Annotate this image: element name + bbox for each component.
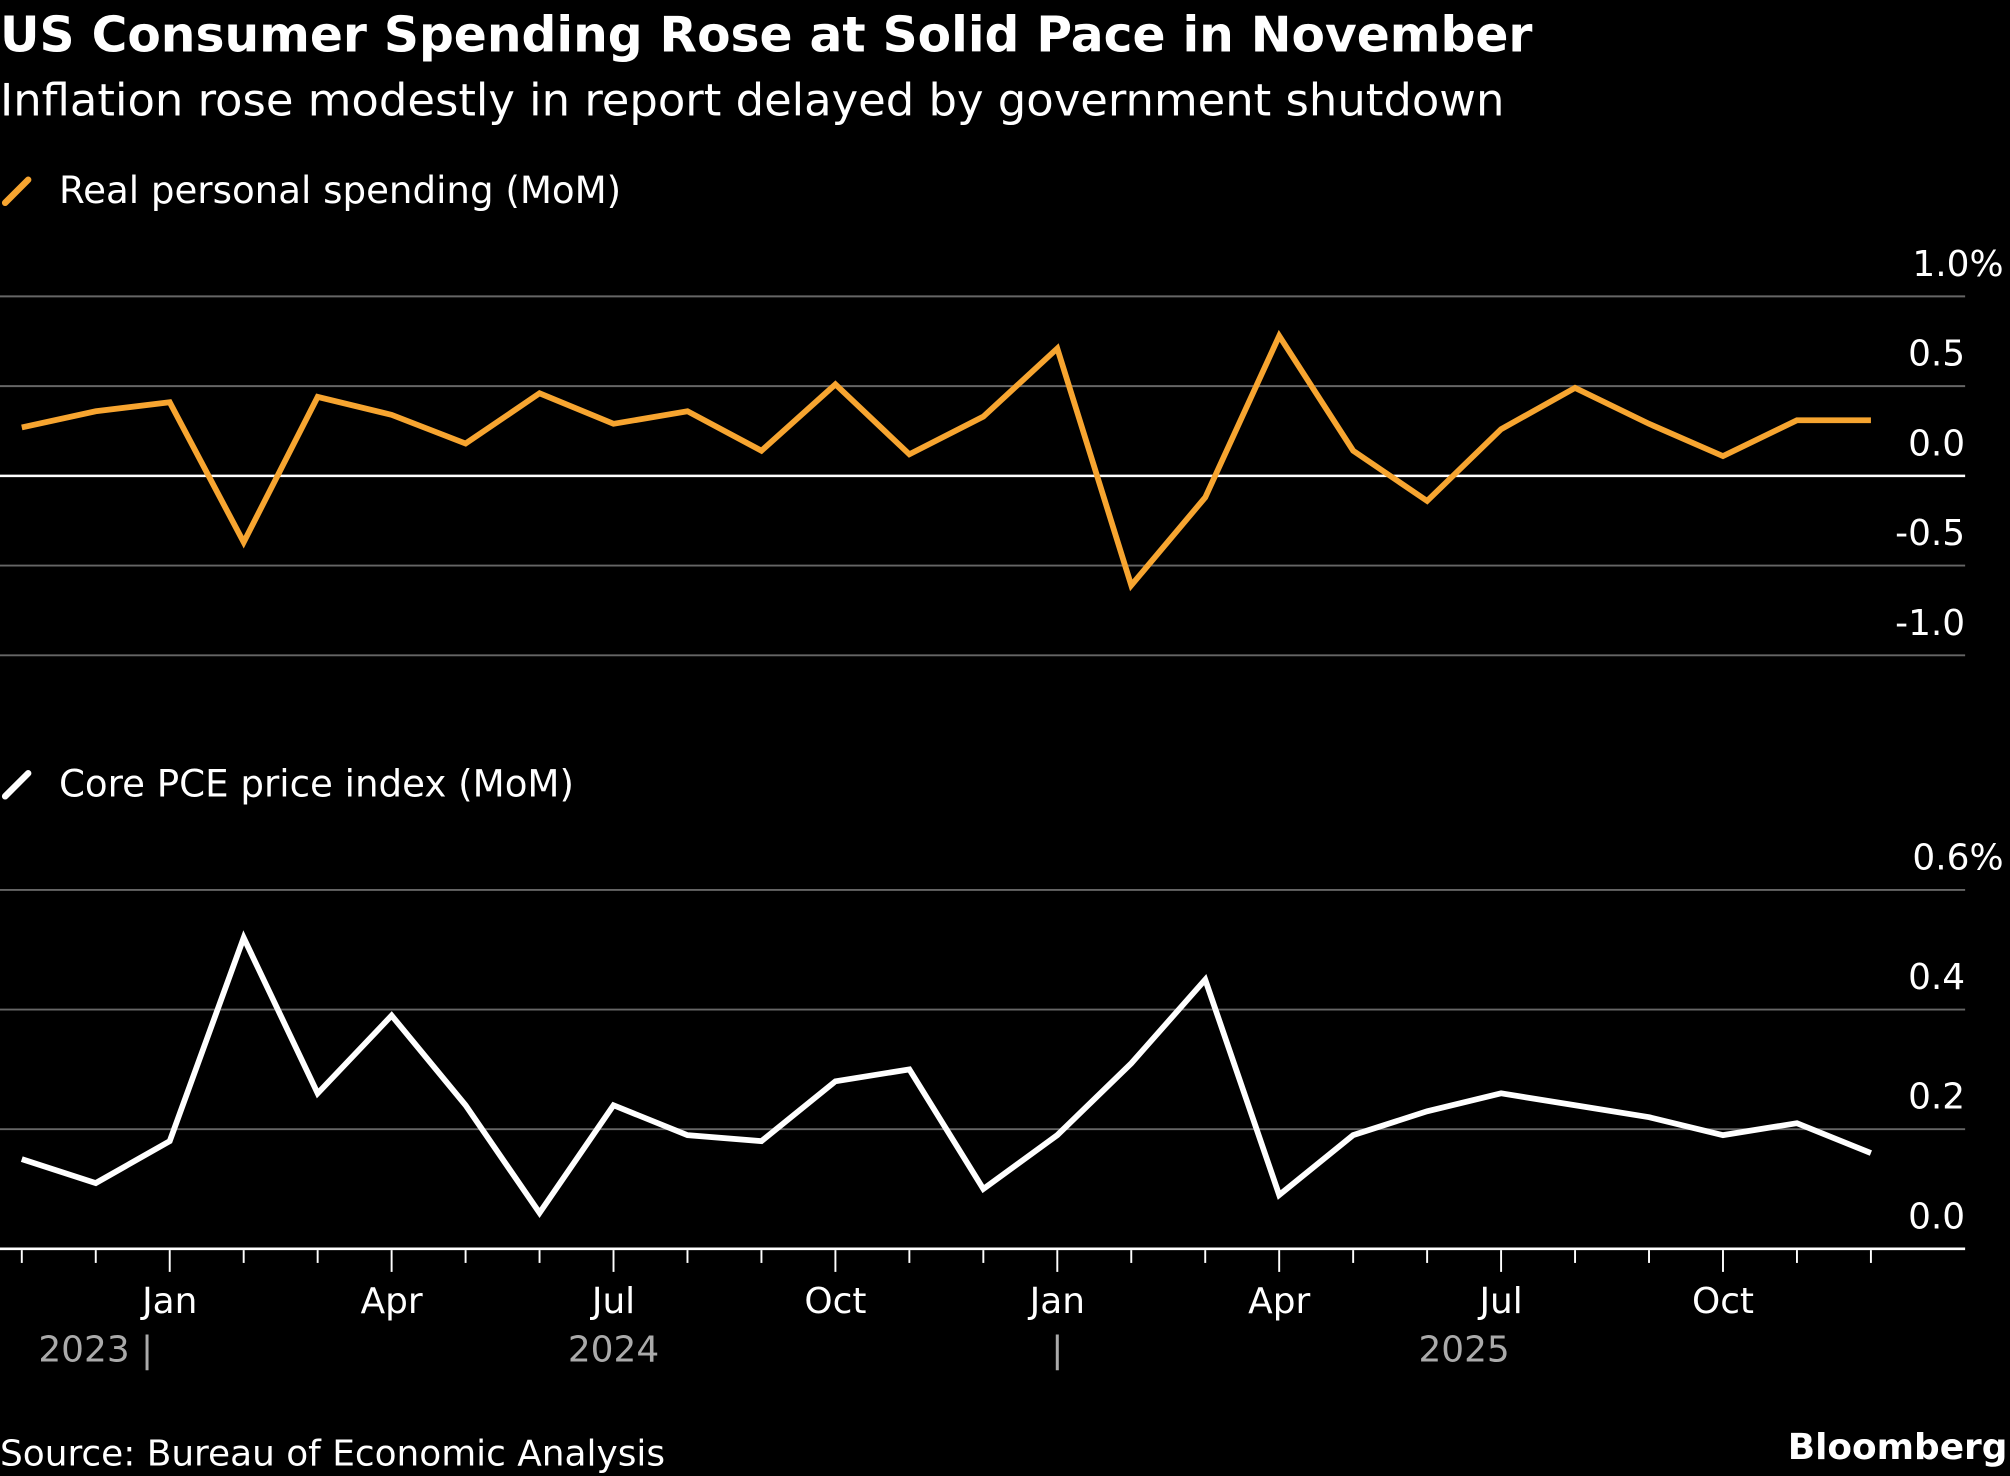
y-tick-label: 0.6% <box>1912 837 2003 878</box>
x-tick-label: Jul <box>1477 1281 1522 1322</box>
source-note: Source: Bureau of Economic Analysis <box>0 1433 665 1474</box>
x-year-label: 2024 <box>568 1330 659 1371</box>
pce-line <box>20 930 1872 1219</box>
x-year-label: 2023 | <box>38 1330 153 1371</box>
x-tick-label: Jan <box>1028 1281 1085 1322</box>
bloomberg-logo: Bloomberg <box>1788 1427 2008 1468</box>
spending-plot: 1.0% 0.5 0.0 -0.5 -1.0 <box>0 244 2004 657</box>
x-tick-label: Apr <box>1248 1281 1310 1322</box>
x-year-label: | <box>1051 1330 1063 1371</box>
legend-pce: Core PCE price index (MoM) <box>1 761 574 805</box>
x-year-label: 2025 <box>1418 1330 1509 1371</box>
legend-spending: Real personal spending (MoM) <box>1 168 621 212</box>
x-tick-label: Apr <box>361 1281 423 1322</box>
legend-pce-label: Core PCE price index (MoM) <box>59 761 574 805</box>
legend-spending-label: Real personal spending (MoM) <box>59 168 621 212</box>
y-tick-label: -0.5 <box>1895 513 1965 554</box>
legend-spending-swatch <box>1 176 32 207</box>
chart-title: US Consumer Spending Rose at Solid Pace … <box>0 8 1532 64</box>
chart-subtitle: Inflation rose modestly in report delaye… <box>0 74 1504 127</box>
y-tick-label: 1.0% <box>1912 244 2003 285</box>
x-axis: Jan Apr Jul Oct Jan Apr Jul Oct 2023 | 2024 | 2025 <box>20 1250 1872 1371</box>
y-tick-label: 0.4 <box>1908 957 1965 998</box>
x-tick-label: Jan <box>140 1281 197 1322</box>
spending-line <box>21 329 1871 592</box>
y-tick-label: 0.5 <box>1908 334 1965 375</box>
x-tick-label: Oct <box>804 1281 866 1322</box>
y-tick-label: 0.0 <box>1908 423 1965 464</box>
y-tick-label: 0.0 <box>1908 1196 1965 1237</box>
x-tick-label: Oct <box>1692 1281 1754 1322</box>
y-tick-label: 0.2 <box>1908 1077 1965 1118</box>
x-tick-label: Jul <box>590 1281 635 1322</box>
y-tick-label: -1.0 <box>1895 603 1965 644</box>
pce-plot: 0.6% 0.4 0.2 0.0 <box>0 837 2004 1251</box>
legend-pce-swatch <box>1 770 32 800</box>
